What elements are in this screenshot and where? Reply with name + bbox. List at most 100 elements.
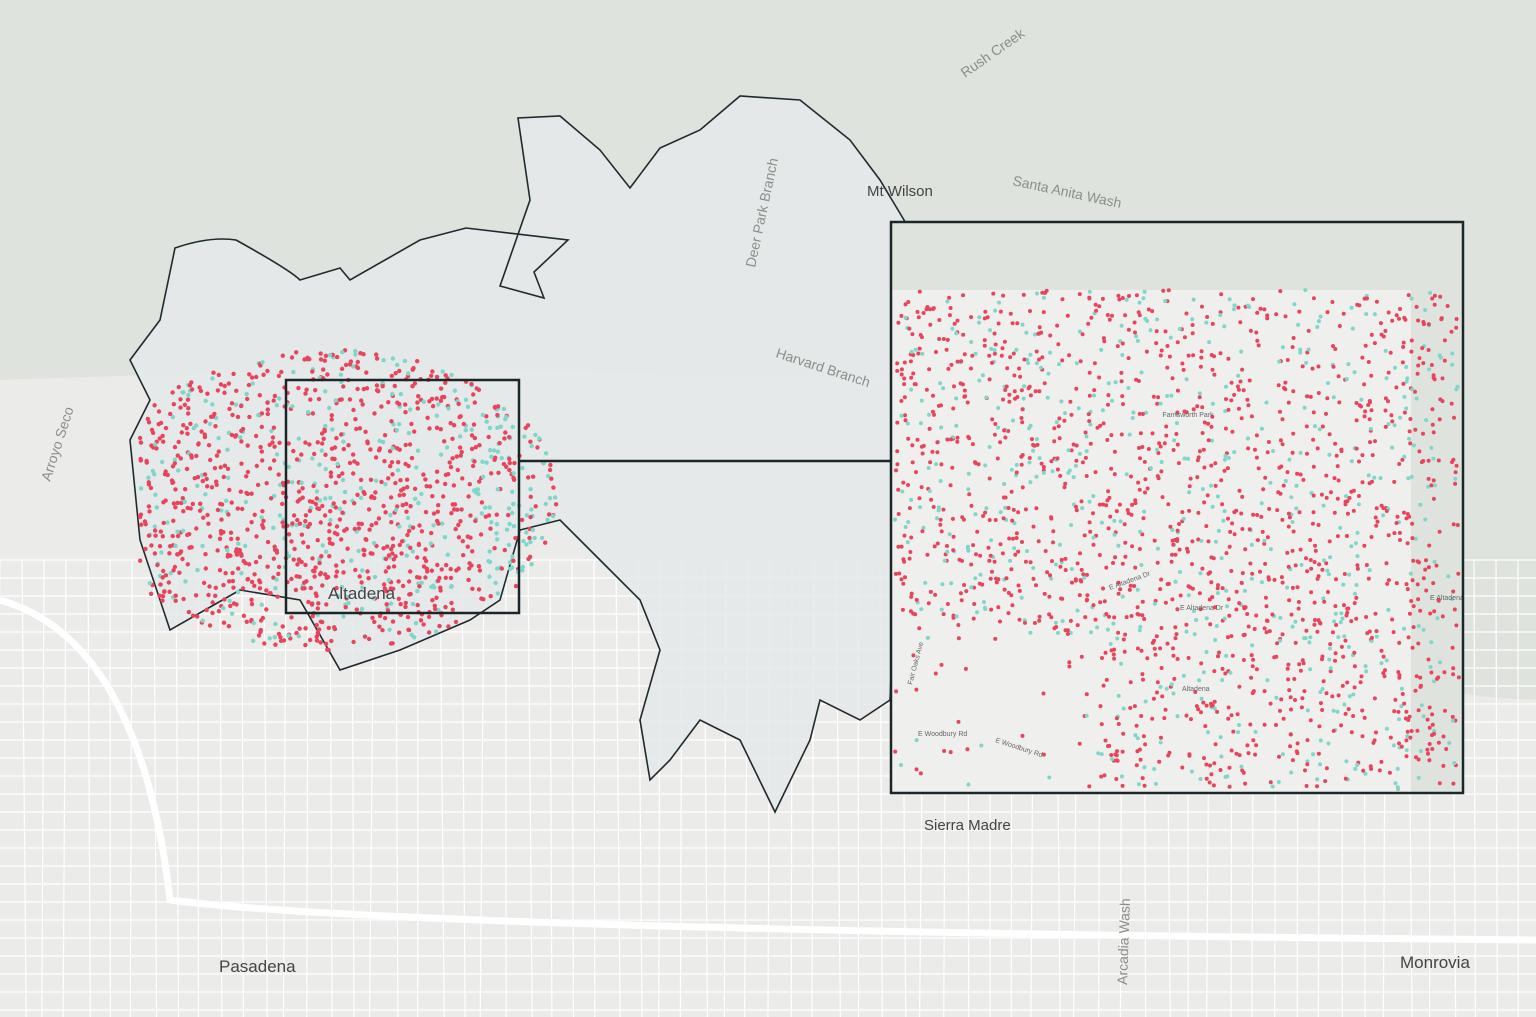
- structure-point: [323, 389, 328, 394]
- structure-point: [1324, 495, 1329, 500]
- structure-point: [1251, 738, 1256, 743]
- structure-point: [228, 553, 233, 558]
- structure-point: [910, 443, 915, 448]
- structure-point: [1381, 334, 1386, 339]
- structure-point: [186, 393, 191, 398]
- structure-point: [1059, 557, 1064, 562]
- structure-point: [221, 582, 226, 588]
- structure-point: [1317, 562, 1322, 567]
- structure-point: [1101, 336, 1106, 341]
- structure-point: [1452, 607, 1457, 612]
- structure-point: [1126, 386, 1131, 390]
- structure-point: [210, 600, 215, 605]
- structure-point: [1023, 620, 1027, 625]
- structure-point: [1125, 508, 1130, 512]
- structure-point: [278, 635, 283, 640]
- structure-point: [1259, 514, 1264, 519]
- structure-point: [1020, 733, 1025, 738]
- structure-point: [1341, 582, 1346, 587]
- structure-point: [137, 435, 143, 441]
- structure-point: [1185, 546, 1189, 551]
- structure-point: [1144, 349, 1149, 354]
- structure-point: [1241, 633, 1246, 638]
- structure-point: [1317, 724, 1322, 729]
- structure-point: [332, 445, 338, 450]
- structure-point: [351, 364, 356, 369]
- structure-point: [519, 517, 525, 523]
- structure-point: [417, 584, 422, 589]
- structure-point: [1397, 675, 1402, 680]
- structure-point: [954, 331, 959, 336]
- structure-point: [1377, 768, 1382, 773]
- structure-point: [304, 387, 309, 392]
- structure-point: [231, 585, 236, 590]
- structure-point: [1227, 613, 1232, 618]
- structure-point: [413, 620, 419, 626]
- structure-point: [1226, 705, 1231, 710]
- structure-point: [249, 579, 255, 585]
- structure-point: [1171, 646, 1175, 651]
- structure-point: [1217, 650, 1221, 655]
- structure-point: [918, 505, 922, 510]
- structure-point: [1441, 763, 1446, 768]
- structure-point: [530, 527, 536, 533]
- structure-point: [1144, 410, 1149, 415]
- structure-point: [1095, 425, 1100, 430]
- structure-point: [178, 456, 183, 461]
- structure-point: [909, 591, 914, 596]
- structure-point: [1367, 629, 1372, 634]
- structure-point: [1086, 321, 1091, 326]
- structure-point: [1135, 587, 1140, 592]
- structure-point: [189, 455, 194, 460]
- inset-points: [893, 288, 1461, 792]
- structure-point: [334, 585, 339, 591]
- structure-point: [377, 438, 382, 444]
- structure-point: [899, 372, 904, 377]
- structure-point: [301, 540, 306, 545]
- structure-point: [495, 537, 500, 542]
- structure-point: [1114, 753, 1119, 758]
- structure-point: [1369, 635, 1374, 640]
- structure-point: [138, 440, 144, 445]
- structure-point: [1393, 365, 1397, 370]
- structure-point: [398, 391, 404, 397]
- structure-point: [1178, 593, 1183, 598]
- structure-point: [406, 430, 412, 436]
- structure-point: [341, 614, 346, 619]
- structure-point: [1443, 708, 1447, 713]
- structure-point: [1115, 758, 1120, 763]
- structure-point: [1370, 479, 1374, 484]
- structure-point: [1199, 349, 1204, 354]
- structure-point: [334, 563, 339, 568]
- structure-point: [469, 427, 474, 432]
- structure-point: [925, 552, 930, 557]
- structure-point: [1058, 564, 1063, 569]
- structure-point: [351, 471, 356, 476]
- structure-point: [323, 423, 328, 429]
- structure-point: [1133, 498, 1138, 503]
- structure-point: [959, 359, 964, 364]
- structure-point: [414, 575, 420, 580]
- structure-point: [385, 608, 391, 613]
- structure-point: [257, 586, 263, 591]
- structure-point: [364, 370, 369, 375]
- structure-point: [1232, 392, 1237, 397]
- structure-point: [962, 388, 967, 393]
- structure-point: [1295, 741, 1300, 746]
- structure-point: [916, 315, 921, 320]
- structure-point: [478, 532, 484, 537]
- structure-point: [359, 398, 364, 403]
- structure-point: [1117, 297, 1122, 302]
- structure-point: [1031, 576, 1036, 581]
- structure-point: [900, 489, 905, 494]
- structure-point: [173, 487, 178, 492]
- structure-point: [354, 426, 359, 432]
- structure-point: [1337, 324, 1342, 328]
- structure-point: [1200, 566, 1205, 571]
- structure-point: [1028, 309, 1032, 313]
- structure-point: [1110, 757, 1115, 762]
- structure-point: [1102, 339, 1107, 344]
- structure-point: [1122, 522, 1127, 527]
- structure-point: [341, 446, 346, 452]
- structure-point: [1175, 410, 1180, 415]
